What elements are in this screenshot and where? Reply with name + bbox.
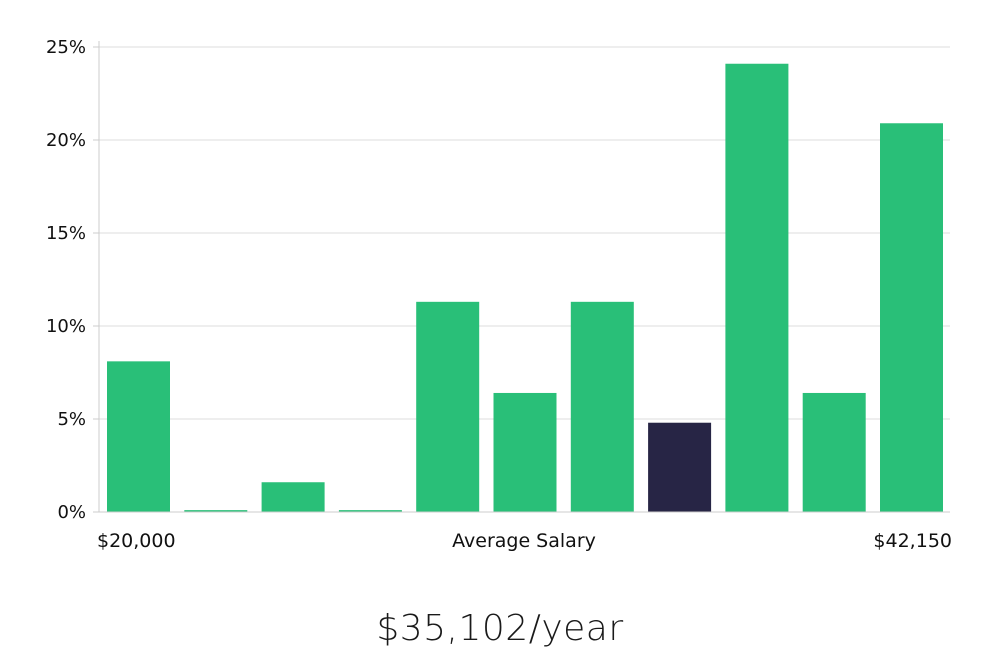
- x-axis-title: Average Salary: [452, 530, 596, 552]
- y-tick-label: 0%: [57, 502, 86, 523]
- average-salary-value: $35,102/year: [376, 608, 624, 649]
- bar: [802, 392, 866, 512]
- bar: [338, 510, 402, 512]
- bar-highlighted: [648, 422, 712, 512]
- bar: [261, 482, 325, 512]
- y-tick-label: 25%: [46, 37, 86, 58]
- bar: [493, 392, 557, 512]
- bar: [416, 301, 480, 512]
- bar: [570, 301, 634, 512]
- bar: [880, 123, 943, 512]
- bar: [107, 361, 170, 512]
- bars: [107, 63, 943, 513]
- y-tick-label: 5%: [57, 409, 86, 430]
- grid-lines: [99, 46, 950, 420]
- bar: [725, 63, 789, 513]
- x-min-label: $20,000: [97, 530, 176, 552]
- y-tick-label: 20%: [46, 130, 86, 151]
- y-axis-ticks: 0% 5% 10% 15% 20% 25%: [46, 37, 99, 523]
- salary-histogram: 0%5%10%15%20%25% $20,000 Average Salary …: [46, 37, 952, 552]
- y-tick-label: 15%: [46, 223, 86, 244]
- x-max-label: $42,150: [873, 530, 952, 552]
- bar: [184, 510, 248, 512]
- y-tick-label: 10%: [46, 316, 86, 337]
